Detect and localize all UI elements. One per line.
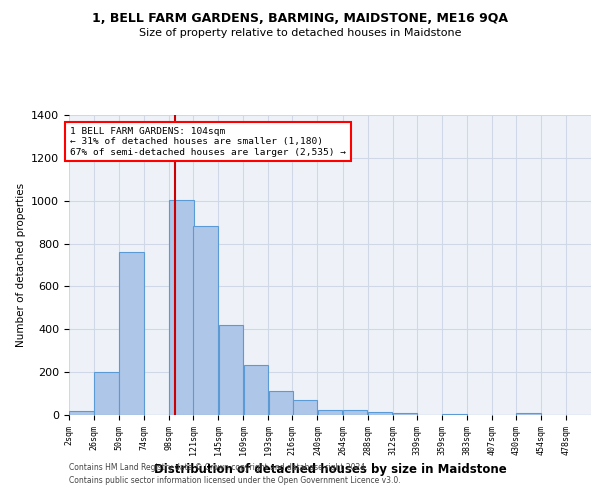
Bar [442, 414, 467, 415]
Bar [244, 364, 268, 415]
Y-axis label: Number of detached properties: Number of detached properties [16, 183, 26, 347]
Bar [119, 252, 144, 415]
Bar [368, 412, 392, 415]
Bar [193, 226, 218, 415]
Bar [318, 410, 342, 415]
Bar [169, 200, 194, 415]
Bar [218, 325, 243, 415]
X-axis label: Distribution of detached houses by size in Maidstone: Distribution of detached houses by size … [154, 463, 506, 476]
Bar [516, 413, 541, 415]
Text: Contains public sector information licensed under the Open Government Licence v3: Contains public sector information licen… [69, 476, 401, 485]
Bar [343, 410, 367, 415]
Text: 1, BELL FARM GARDENS, BARMING, MAIDSTONE, ME16 9QA: 1, BELL FARM GARDENS, BARMING, MAIDSTONE… [92, 12, 508, 26]
Bar [69, 410, 94, 415]
Text: Contains HM Land Registry data © Crown copyright and database right 2024.: Contains HM Land Registry data © Crown c… [69, 464, 367, 472]
Bar [393, 413, 418, 415]
Bar [269, 392, 293, 415]
Text: 1 BELL FARM GARDENS: 104sqm
← 31% of detached houses are smaller (1,180)
67% of : 1 BELL FARM GARDENS: 104sqm ← 31% of det… [70, 127, 346, 156]
Bar [293, 400, 317, 415]
Bar [94, 372, 119, 415]
Text: Size of property relative to detached houses in Maidstone: Size of property relative to detached ho… [139, 28, 461, 38]
